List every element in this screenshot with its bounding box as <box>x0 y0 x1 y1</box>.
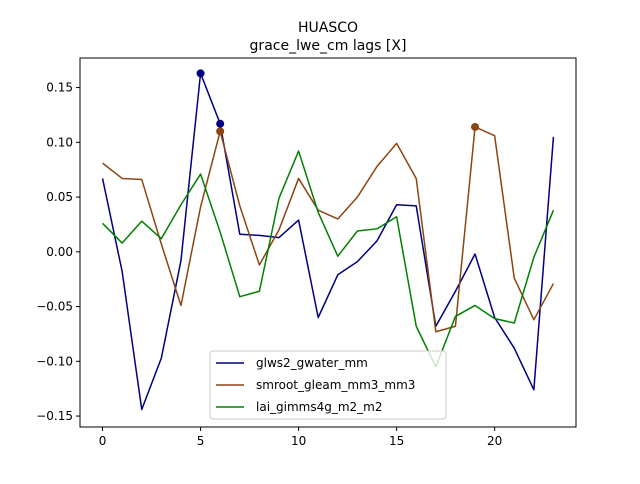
peak-marker-0 <box>216 119 225 128</box>
y-tick-label: 0.05 <box>46 190 73 204</box>
y-tick-label: 0.00 <box>46 245 73 259</box>
chart-title: HUASCO <box>298 20 358 36</box>
x-tick-label: 10 <box>291 434 306 448</box>
peak-marker-0 <box>196 69 205 78</box>
series-line-0 <box>101 72 555 411</box>
chart-subtitle: grace_lwe_cm lags [X] <box>250 38 407 54</box>
y-axis: −0.15 −0.10 −0.05 0.00 0.05 0.10 0.15 <box>36 81 80 423</box>
y-tick-label: −0.10 <box>36 354 73 368</box>
y-tick-label: −0.15 <box>36 409 73 423</box>
y-tick-label: −0.05 <box>36 300 73 314</box>
peak-marker-1 <box>471 122 480 131</box>
legend-label-lai: lai_gimms4g_m2_m2 <box>256 400 383 414</box>
series-line-2 <box>102 150 555 368</box>
y-tick-label: 0.15 <box>46 81 73 95</box>
legend: glws2_gwater_mm smroot_gleam_mm3_mm3 lai… <box>209 350 447 420</box>
marker-layer <box>196 69 480 136</box>
x-axis: 0 5 10 15 20 <box>99 427 502 448</box>
plot-frame <box>79 57 577 428</box>
x-tick-label: 20 <box>487 434 502 448</box>
x-tick-label: 5 <box>197 434 205 448</box>
x-tick-label: 15 <box>389 434 404 448</box>
x-tick-label: 0 <box>99 434 107 448</box>
peak-marker-1 <box>216 127 225 136</box>
legend-label-smroot: smroot_gleam_mm3_mm3 <box>256 378 415 392</box>
legend-label-glws2: glws2_gwater_mm <box>256 356 368 370</box>
y-tick-label: 0.10 <box>46 135 73 149</box>
legend-box <box>209 350 447 420</box>
